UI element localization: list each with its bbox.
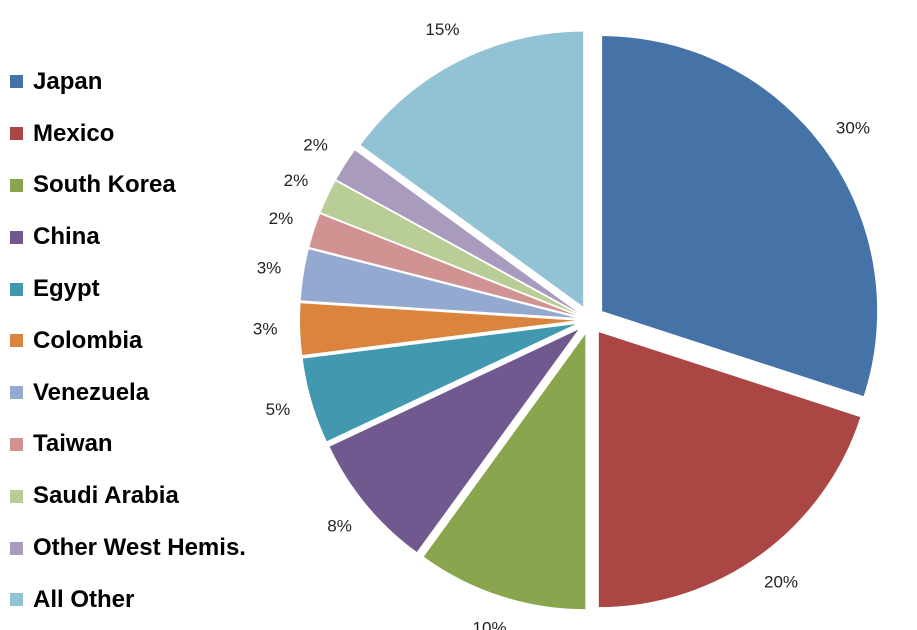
legend-item-colombia: Colombia	[10, 315, 246, 367]
pie-slice-other-west-hemis	[336, 150, 578, 312]
legend-label: South Korea	[33, 171, 176, 199]
pie-slice-all-other	[360, 31, 584, 307]
legend-label: Saudi Arabia	[33, 482, 179, 510]
legend-item-egypt: Egypt	[10, 263, 246, 315]
legend-label: Taiwan	[33, 430, 113, 458]
legend-label: All Other	[33, 585, 135, 613]
data-label-china: 8%	[327, 517, 352, 536]
pie-slice-japan	[602, 36, 878, 397]
legend-label: Mexico	[33, 119, 115, 147]
legend-swatch	[10, 282, 23, 296]
data-label-other-west-hemis: 2%	[303, 135, 328, 154]
pie-slice-china	[329, 329, 579, 553]
legend-item-all-other: All Other	[10, 574, 246, 626]
data-label-venezuela: 3%	[257, 259, 282, 278]
legend: Japan Mexico South Korea China Egypt Colombia…	[10, 56, 246, 626]
data-label-saudi-arabia: 2%	[284, 171, 309, 190]
legend-swatch	[10, 541, 23, 555]
pie-slice-venezuela	[300, 249, 576, 318]
data-label-egypt: 5%	[266, 400, 291, 419]
legend-swatch	[10, 334, 23, 348]
legend-item-mexico: Mexico	[10, 108, 246, 160]
data-label-south-korea: 10%	[473, 619, 507, 630]
pie-slice-egypt	[302, 324, 576, 442]
legend-swatch	[10, 75, 23, 89]
legend-label: Egypt	[33, 275, 100, 303]
legend-label: Japan	[33, 67, 103, 95]
legend-label: Venezuela	[33, 378, 150, 406]
data-label-taiwan: 2%	[269, 209, 294, 228]
legend-item-taiwan: Taiwan	[10, 419, 246, 471]
legend-label: Colombia	[33, 326, 143, 354]
pie-slice-colombia	[300, 303, 576, 355]
legend-swatch	[10, 127, 23, 141]
legend-item-south-korea: South Korea	[10, 160, 246, 212]
legend-item-other-west-hemis: Other West Hemis.	[10, 522, 246, 574]
legend-item-japan: Japan	[10, 56, 246, 108]
legend-swatch	[10, 386, 23, 400]
legend-item-venezuela: Venezuela	[10, 367, 246, 419]
legend-swatch	[10, 489, 23, 503]
data-label-colombia: 3%	[253, 320, 278, 339]
data-label-all-other: 15%	[425, 20, 459, 39]
legend-swatch	[10, 178, 23, 192]
legend-swatch	[10, 230, 23, 244]
legend-swatch	[10, 437, 23, 451]
pie-slice-taiwan	[309, 214, 576, 316]
legend-label: Other West Hemis.	[33, 534, 246, 562]
pie-slice-south-korea	[423, 334, 586, 610]
data-label-japan: 30%	[836, 118, 870, 137]
pie-slice-mexico	[598, 332, 861, 608]
legend-item-saudi-arabia: Saudi Arabia	[10, 470, 246, 522]
pie-slice-saudi-arabia	[320, 181, 577, 314]
legend-item-china: China	[10, 211, 246, 263]
legend-label: China	[33, 223, 100, 251]
data-label-mexico: 20%	[764, 572, 798, 591]
legend-swatch	[10, 593, 23, 607]
